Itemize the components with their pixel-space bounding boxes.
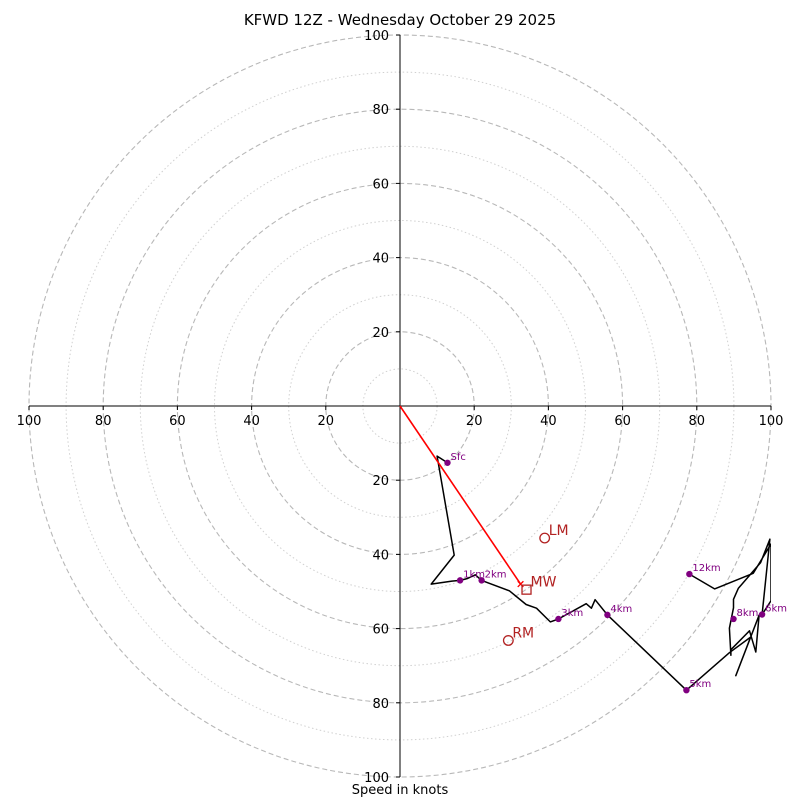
height-marker-label: 4km <box>610 604 632 615</box>
height-marker-dot <box>604 611 611 619</box>
y-tick-label: 20 <box>372 326 389 341</box>
tick-labels: 100 80 60 40 20 20 40 60 80 100 100 80 60 40 20 20 40 60 8… <box>17 29 784 786</box>
height-marker-dot <box>444 459 451 466</box>
height-marker-dot <box>730 615 737 623</box>
y-tick-label: 80 <box>372 103 389 118</box>
y-tick-label: 80 <box>372 697 389 712</box>
height-marker-label: Sfc <box>450 452 465 463</box>
y-tick-label: 40 <box>372 252 389 267</box>
height-marker-label: 12km <box>692 563 720 574</box>
x-tick-label: 80 <box>689 414 706 429</box>
storm-motion-label: MW <box>531 575 557 591</box>
height-marker-dot <box>456 577 464 584</box>
x-tick-label: 20 <box>466 414 483 429</box>
y-tick-label: 20 <box>372 474 389 489</box>
height-marker-label: 2km <box>485 569 507 580</box>
height-marker-label: 5km <box>689 679 711 690</box>
storm-motion-marker <box>539 532 551 544</box>
x-tick-label: 100 <box>759 414 784 429</box>
x-axis-label: Speed in knots <box>351 783 449 798</box>
storm-motion-marker <box>502 635 514 646</box>
storm-motion-label: RM <box>512 625 534 641</box>
chart-title: KFWD 12Z - Wednesday October 29 2025 <box>243 11 557 29</box>
storm-vector-tip <box>517 580 524 588</box>
x-tick-label: 60 <box>614 414 631 429</box>
x-tick-label: 20 <box>318 414 335 429</box>
x-tick-label: 100 <box>17 414 42 429</box>
x-tick-label: 80 <box>95 414 112 429</box>
height-marker-dot <box>758 611 766 618</box>
height-marker-label: 1km <box>463 569 485 580</box>
x-tick-label: 40 <box>540 414 557 429</box>
storm-motion-marker <box>521 584 532 595</box>
height-marker-label: 8km <box>737 608 759 619</box>
height-marker-dot <box>686 570 693 578</box>
storm-vector-line <box>399 405 522 585</box>
storm-vector-group <box>399 405 524 588</box>
y-tick-label: 100 <box>364 29 389 44</box>
height-marker-dot <box>683 686 690 694</box>
y-tick-label: 40 <box>372 548 389 563</box>
height-markers-group: Sfc 1km 2km 3km 4km 5km 8km 6km 12km <box>444 452 787 694</box>
y-tick-label: 100 <box>364 771 389 786</box>
y-tick-label: 60 <box>372 177 389 192</box>
height-marker-label: 3km <box>561 608 583 619</box>
height-marker-label: 6km <box>765 604 787 615</box>
height-marker-dot <box>478 577 485 584</box>
height-marker-dot <box>555 615 562 623</box>
hodograph-trace-group <box>430 455 771 691</box>
y-tick-label: 60 <box>372 623 389 638</box>
hodograph-trace <box>430 455 771 691</box>
storm-motion-label: LM <box>549 523 569 539</box>
x-tick-label: 40 <box>243 414 260 429</box>
x-tick-label: 60 <box>169 414 186 429</box>
storm-motions-group: LM RM MW <box>502 523 569 646</box>
